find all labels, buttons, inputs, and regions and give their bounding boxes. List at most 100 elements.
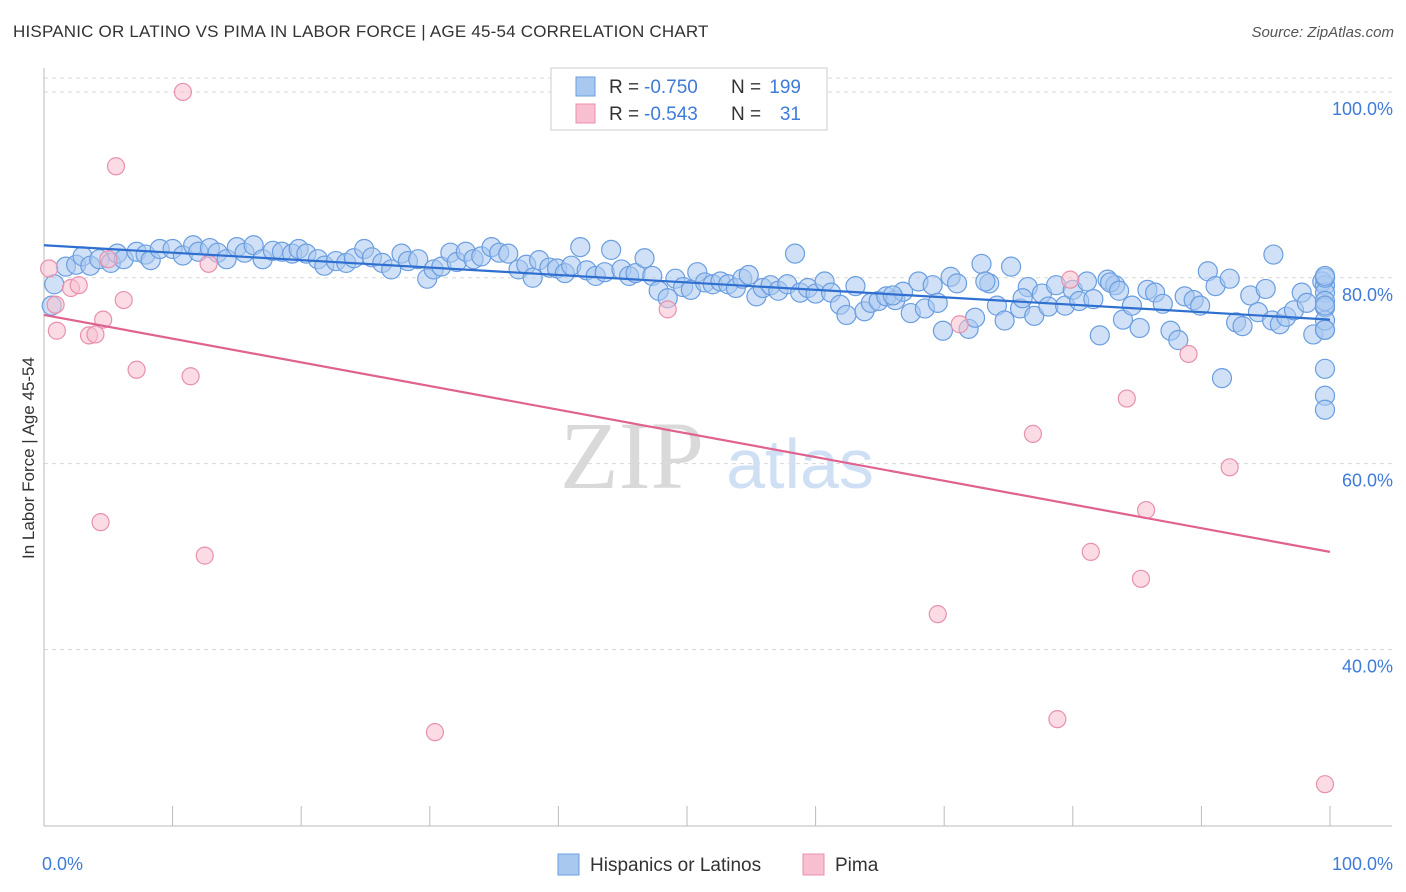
- hispanic-point: [1190, 295, 1211, 316]
- legend-r-label: R =: [609, 104, 639, 125]
- legend-bottom-swatch-pima: [802, 853, 825, 876]
- hispanic-point: [1314, 295, 1336, 316]
- pima-point: [114, 290, 133, 310]
- pima-point: [106, 157, 126, 176]
- hispanic-point: [1000, 256, 1022, 277]
- pima-point: [425, 723, 445, 742]
- hispanic-point: [44, 274, 65, 295]
- pima-point: [1081, 542, 1100, 561]
- hispanic-point: [1263, 244, 1284, 265]
- hispanic-point: [1255, 278, 1276, 300]
- pima-points: [40, 82, 1335, 794]
- hispanic-point: [836, 304, 857, 326]
- pima-point: [658, 300, 677, 319]
- hispanic-point: [1024, 305, 1045, 326]
- pima-point: [1048, 710, 1067, 729]
- hispanic-point: [522, 267, 543, 288]
- hispanic-point: [994, 310, 1015, 331]
- y-axis-label-group: In Labor Force | Age 45-54: [19, 357, 38, 559]
- hispanic-point: [601, 239, 622, 261]
- hispanic-point: [1076, 271, 1098, 292]
- hispanic-point: [1083, 289, 1104, 310]
- hispanic-point: [1012, 288, 1033, 309]
- pima-point: [1023, 424, 1043, 443]
- hispanic-point: [1038, 296, 1059, 317]
- y-axis-label: In Labor Force | Age 45-54: [19, 357, 38, 559]
- pima-point: [47, 321, 66, 340]
- legend-r-label: R =: [609, 77, 639, 98]
- hispanic-point: [738, 264, 759, 286]
- hispanic-point: [1314, 399, 1336, 420]
- hispanic-point: [1314, 319, 1336, 340]
- trend-lines: [43, 244, 1331, 553]
- pima-point: [173, 82, 192, 102]
- legend-top-swatch-pima: [575, 103, 596, 124]
- hispanic-point: [1129, 317, 1150, 339]
- hispanic-point: [1168, 329, 1189, 351]
- pima-point: [928, 605, 947, 624]
- hispanic-point: [1089, 325, 1110, 346]
- legend-r-value: -0.543: [644, 104, 698, 125]
- watermark: ZIP atlas: [560, 402, 874, 509]
- hispanic-point: [946, 273, 968, 294]
- source-credit: Source: ZipAtlas.com: [1251, 24, 1394, 41]
- x-tick-label-right: 100.0%: [1332, 854, 1393, 874]
- hispanic-point: [971, 253, 992, 274]
- y-tick-label: 40.0%: [1342, 656, 1393, 676]
- pima-point: [1117, 389, 1136, 408]
- pima-point: [127, 360, 146, 379]
- legend-bottom-label-pima: Pima: [835, 855, 879, 876]
- pima-point: [40, 259, 59, 278]
- pima-point: [1061, 270, 1080, 289]
- hispanic-point: [1211, 368, 1233, 389]
- y-tick-label: 100.0%: [1332, 99, 1393, 119]
- watermark-zip: ZIP: [560, 402, 704, 509]
- tick-labels: 40.0% 60.0% 80.0% 100.0% 0.0% 100.0%: [42, 99, 1393, 874]
- hispanic-point: [784, 243, 806, 264]
- hispanic-point: [1296, 292, 1317, 313]
- legend-n-label: N =: [731, 77, 761, 98]
- pima-point: [195, 546, 214, 565]
- legend-n-value: 31: [780, 104, 801, 125]
- legend-n-label: N =: [731, 104, 761, 125]
- hispanic-point: [408, 249, 429, 270]
- hispanic-point: [922, 275, 943, 296]
- hispanic-point: [1232, 315, 1253, 337]
- hispanic-point: [1108, 280, 1130, 301]
- hispanic-point: [975, 271, 996, 292]
- pima-point: [181, 367, 200, 386]
- legend-top-swatch-hispanic: [575, 76, 596, 97]
- pima-point: [1179, 344, 1198, 364]
- pima-point: [94, 310, 113, 329]
- pima-point: [1131, 569, 1151, 588]
- pima-point: [199, 254, 218, 273]
- hispanic-trend-line: [43, 244, 1331, 321]
- gridlines: [44, 77, 1392, 650]
- pima-trend-line: [43, 313, 1331, 553]
- pima-point: [950, 315, 969, 334]
- pima-point: [46, 295, 65, 314]
- hispanic-points: [41, 235, 1336, 420]
- legend-r-value: -0.750: [644, 77, 698, 98]
- chart-title: HISPANIC OR LATINO VS PIMA IN LABOR FORC…: [13, 22, 709, 41]
- legend-bottom-label-hispanic: Hispanics or Latinos: [590, 855, 761, 876]
- hispanic-point: [498, 243, 519, 264]
- hispanic-point: [1314, 265, 1336, 287]
- pima-point: [86, 325, 105, 344]
- y-tick-label: 80.0%: [1342, 285, 1393, 305]
- legend-bottom: Hispanics or Latinos Pima: [557, 853, 879, 876]
- hispanic-point: [1121, 295, 1143, 316]
- pima-point: [69, 276, 88, 295]
- legend-bottom-swatch-hispanic: [557, 853, 580, 876]
- legend-top: R = -0.750 N = 199 R = -0.543 N = 31: [550, 67, 828, 131]
- y-tick-label: 60.0%: [1342, 471, 1393, 491]
- x-tick-label-left: 0.0%: [42, 854, 83, 874]
- pima-point: [1315, 775, 1335, 794]
- legend-n-value: 199: [769, 77, 801, 98]
- pima-point: [99, 250, 118, 269]
- pima-point: [91, 513, 110, 532]
- legend-top-box: [550, 67, 828, 131]
- hispanic-point: [1152, 293, 1173, 314]
- hispanic-point: [634, 248, 655, 269]
